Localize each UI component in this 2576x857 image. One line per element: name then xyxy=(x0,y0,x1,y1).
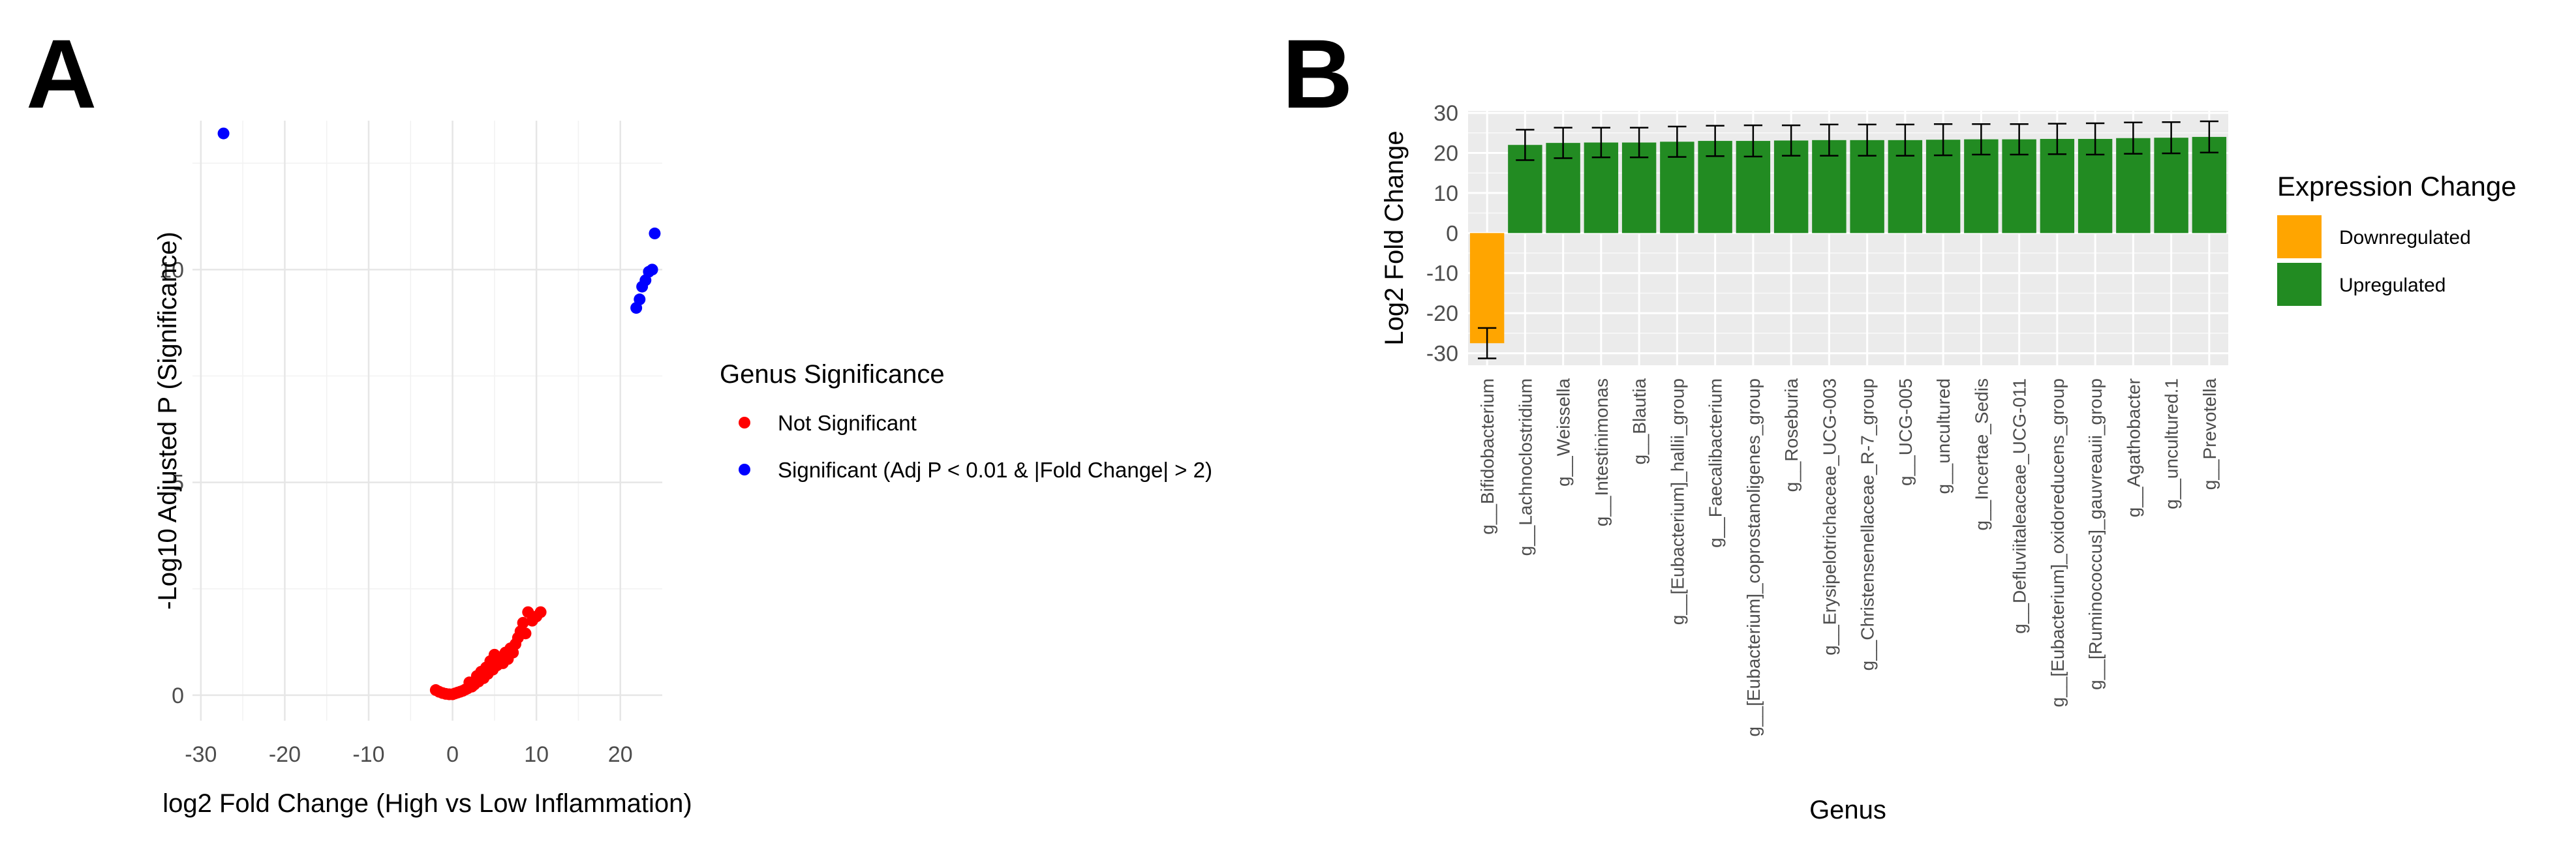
x-tick-label: g__[Eubacterium]_oxidoreducens_group xyxy=(2047,378,2068,707)
error-bar xyxy=(1858,123,1877,157)
legend-swatch-downregulated xyxy=(2277,215,2322,258)
plot-b-legend: Expression Change Downregulated Upregula… xyxy=(2277,171,2517,306)
y-tick-label: 10 xyxy=(159,258,184,282)
plot-b-error-bars xyxy=(1477,120,2219,359)
point-significant xyxy=(634,293,646,306)
plot-b-y-axis-title: Log2 Fold Change xyxy=(1380,130,1409,345)
error-bar xyxy=(1477,327,1497,359)
point-significant xyxy=(217,127,230,140)
y-tick-label: -20 xyxy=(1426,301,1458,326)
fold-change-bar-chart: -30 -20 -10 0 10 20 30 g__Bifidobacterium g__La… xyxy=(1380,101,2517,824)
error-bar xyxy=(2200,120,2219,154)
error-bar xyxy=(1706,125,1725,157)
point-significant xyxy=(649,227,661,239)
plot-a-legend: Genus Significance Not Significant Signi… xyxy=(720,360,1212,482)
plot-a-x-tick-labels: -30 -20 -10 0 10 20 xyxy=(185,742,632,767)
x-tick-label: -10 xyxy=(352,742,384,767)
plot-b-x-tick-labels: g__Bifidobacterium g__Lachnoclostridium g_… xyxy=(1477,378,2220,737)
y-tick-label: 5 xyxy=(172,471,184,496)
error-bar xyxy=(1972,123,1991,156)
plot-b-legend-title: Expression Change xyxy=(2277,171,2517,202)
error-bar xyxy=(2162,121,2181,155)
legend-swatch-not-significant xyxy=(739,417,750,428)
plot-b-y-tick-labels: -30 -20 -10 0 10 20 30 xyxy=(1426,101,1458,367)
error-bar xyxy=(1516,128,1535,161)
x-tick-label: g__uncultured xyxy=(1933,378,1954,494)
point-not-significant xyxy=(519,627,532,640)
error-bar xyxy=(2047,123,2067,155)
plot-a-background xyxy=(192,121,662,721)
x-tick-label: 20 xyxy=(608,742,633,767)
point-not-significant xyxy=(517,616,529,629)
x-tick-label: -20 xyxy=(269,742,301,767)
error-bar xyxy=(1591,127,1611,158)
y-tick-label: -30 xyxy=(1426,342,1458,367)
x-tick-label: -30 xyxy=(185,742,217,767)
x-tick-label: g__Roseburia xyxy=(1781,378,1802,492)
error-bar xyxy=(1781,124,1801,157)
x-tick-label: g__Bifidobacterium xyxy=(1477,378,1497,535)
x-tick-label: 10 xyxy=(524,742,549,767)
error-bar xyxy=(1629,127,1649,158)
error-bar xyxy=(1933,123,1953,157)
plot-b-x-axis-title: Genus xyxy=(1809,796,1886,824)
y-tick-label: 0 xyxy=(1446,221,1458,246)
x-tick-label: g__Intestinimonas xyxy=(1591,378,1612,526)
point-not-significant xyxy=(534,606,547,618)
error-bar xyxy=(1554,127,1572,159)
legend-swatch-upregulated xyxy=(2277,263,2322,306)
plot-b-background xyxy=(1468,111,2228,365)
x-tick-label: g__UCG-005 xyxy=(1895,378,1916,486)
error-bar xyxy=(2010,123,2029,156)
x-tick-label: g__[Eubacterium]_hallii_group xyxy=(1667,378,1687,625)
x-tick-label: g__uncultured.1 xyxy=(2162,378,2182,509)
legend-label-upregulated: Upregulated xyxy=(2339,275,2446,296)
legend-label-downregulated: Downregulated xyxy=(2339,227,2471,248)
legend-label-significant: Significant (Adj P < 0.01 & |Fold Change… xyxy=(778,458,1212,482)
x-tick-label: g__Lachnoclostridium xyxy=(1515,378,1535,556)
legend-swatch-significant xyxy=(739,464,750,475)
x-tick-label: g__Incertae_Sedis xyxy=(1971,378,1991,531)
y-tick-label: 0 xyxy=(172,684,184,708)
point-significant xyxy=(646,263,658,276)
error-bar xyxy=(1895,123,1915,157)
plot-a-y-axis-title: -Log10 Adjusted P (Significance) xyxy=(153,232,182,610)
error-bar xyxy=(2085,122,2105,156)
x-tick-label: g__[Eubacterium]_coprostanoligenes_group xyxy=(1743,378,1764,737)
plot-a-legend-title: Genus Significance xyxy=(720,360,945,389)
error-bar xyxy=(1668,125,1687,158)
plot-a-y-tick-labels: 0 5 10 xyxy=(159,258,184,708)
y-tick-label: 30 xyxy=(1434,101,1458,126)
x-tick-label: g__Agathobacter xyxy=(2123,378,2143,517)
panel-b-letter: B xyxy=(1282,19,1353,128)
plot-a-points xyxy=(217,127,661,700)
x-tick-label: g__Erysipelotrichaceae_UCG-003 xyxy=(1819,378,1839,655)
x-tick-label: g__Faecalibacterium xyxy=(1706,378,1726,548)
x-tick-label: g__[Ruminococcus]_gauvreauii_group xyxy=(2085,378,2106,690)
x-tick-label: g__Prevotella xyxy=(2200,378,2220,490)
x-tick-label: g__Blautia xyxy=(1629,378,1649,465)
error-bar xyxy=(2124,121,2143,155)
x-tick-label: g__Christensenellaceae_R-7_group xyxy=(1858,378,1878,670)
y-tick-label: -10 xyxy=(1426,262,1458,286)
error-bar xyxy=(1743,124,1763,158)
error-bar xyxy=(1820,123,1839,157)
bar xyxy=(1469,233,1505,344)
panel-a-letter: A xyxy=(26,19,97,128)
x-tick-label: g__Weissella xyxy=(1554,378,1574,487)
volcano-plot: -30 -20 -10 0 10 20 0 5 10 log2 Fold Change (Hi… xyxy=(153,121,1212,818)
y-tick-label: 10 xyxy=(1434,181,1458,206)
x-tick-label: g__Defluviitaleaceae_UCG-011 xyxy=(2010,378,2030,634)
plot-a-x-axis-title: log2 Fold Change (High vs Low Inflammati… xyxy=(162,789,692,818)
legend-label-not-significant: Not Significant xyxy=(778,411,917,435)
x-tick-label: 0 xyxy=(446,742,459,767)
y-tick-label: 20 xyxy=(1434,141,1458,166)
